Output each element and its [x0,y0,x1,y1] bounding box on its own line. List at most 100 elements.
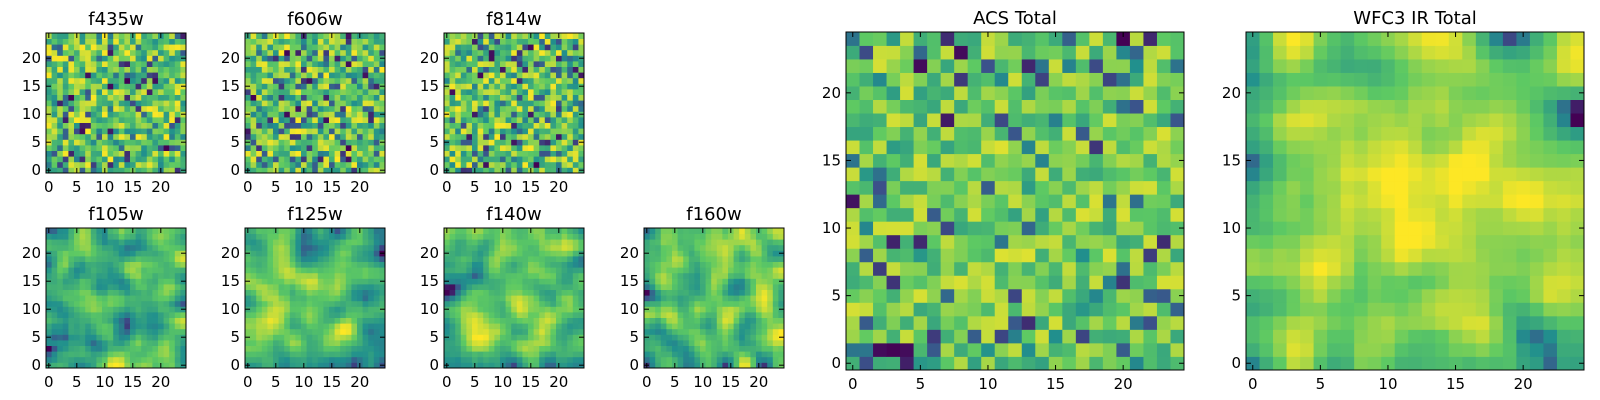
heatmap-cell [323,133,330,140]
heatmap-cell [494,38,501,45]
heatmap-cell [567,105,574,112]
heatmap-cell [954,302,969,317]
heatmap-cell [317,295,324,302]
heatmap-cell [152,61,159,67]
heatmap-cell [135,145,142,151]
heatmap-cell [62,312,69,318]
heatmap-cell [1170,356,1185,371]
heatmap-cell [152,44,159,51]
heatmap-cell [284,150,291,157]
heatmap-cell [146,66,153,73]
heatmap-cell [113,66,120,73]
heatmap-cell [245,49,251,56]
heatmap-cell [301,256,307,262]
heatmap-cell [778,267,785,274]
heatmap-cell [722,351,729,358]
heatmap-cell [1143,329,1158,344]
heatmap-cell [135,233,142,240]
heatmap-cell [477,33,484,39]
heatmap-cell [163,128,170,135]
heatmap-cell [655,233,662,240]
heatmap-cell [666,334,673,341]
heatmap-cell [90,256,97,262]
heatmap-cell [672,323,678,330]
heatmap-cell [449,261,456,268]
heatmap-cell [124,139,131,146]
heatmap-cell [981,275,996,290]
heatmap-cell [174,323,181,330]
heatmap-cell [273,233,279,240]
heatmap-cell [472,250,478,257]
heatmap-cell [460,117,467,123]
heatmap-cell [744,356,751,363]
heatmap-cell [135,351,142,358]
heatmap-cell [500,122,506,129]
heatmap-cell [273,239,279,246]
heatmap-cell [644,256,650,262]
heatmap-cell [163,83,170,90]
heatmap-cell [163,156,170,163]
heatmap-cell [705,289,712,296]
heatmap-cell [340,328,347,335]
heatmap-cell [152,289,159,296]
heatmap-cell [323,83,330,90]
heatmap-cell [245,77,251,84]
heatmap-cell [261,233,268,240]
heatmap-cell [68,89,75,95]
heatmap-cell [477,250,484,257]
heatmap-cell [107,239,114,246]
heatmap-cell [152,89,159,95]
heatmap-cell [660,323,667,330]
heatmap-cell [362,111,369,118]
heatmap-cell [655,272,662,279]
heatmap-cell [494,150,501,157]
heatmap-cell [578,38,585,45]
heatmap-cell [373,239,380,246]
heatmap-cell [90,145,97,151]
heatmap-cell [655,328,662,335]
heatmap-cell [152,145,159,151]
heatmap-cell [289,233,296,240]
heatmap-cell [250,49,257,56]
heatmap-cell [1102,315,1117,330]
heatmap-cell [107,323,114,330]
heatmap-cell [1089,207,1104,222]
heatmap-cell [85,284,92,290]
heatmap-cell [146,267,153,274]
heatmap-cell [267,278,274,285]
heatmap-cell [994,288,1009,303]
heatmap-cell [488,312,495,318]
heatmap-cell [733,356,740,363]
heatmap-cell [772,233,779,240]
heatmap-cell [455,145,462,151]
heatmap-cell [146,145,153,151]
heatmap-cell [483,83,490,90]
heatmap-cell [561,250,568,257]
heatmap-cell [550,300,557,307]
heatmap-cell [256,49,263,56]
heatmap-cell [113,323,120,330]
heatmap-cell [572,306,579,313]
heatmap-cell [51,261,58,268]
heatmap-cell [472,161,478,168]
heatmap-cell [245,351,251,358]
heatmap-cell [323,351,330,358]
heatmap-cell [174,49,181,56]
heatmap-cell [516,156,523,163]
heatmap-cell [550,289,557,296]
heatmap-cell [733,278,740,285]
heatmap-cell [329,128,335,135]
heatmap-cell [500,89,506,95]
heatmap-cell [1008,248,1023,263]
heatmap-cell [472,295,478,302]
heatmap-cell [466,105,473,112]
heatmap-cell [1116,288,1131,303]
heatmap-cell [644,351,650,358]
heatmap-cell [750,256,757,262]
heatmap-cell [295,111,302,118]
heatmap-cell [472,351,478,358]
heatmap-cell [351,133,358,140]
heatmap-cell [449,61,456,67]
heatmap-cell [180,272,187,279]
